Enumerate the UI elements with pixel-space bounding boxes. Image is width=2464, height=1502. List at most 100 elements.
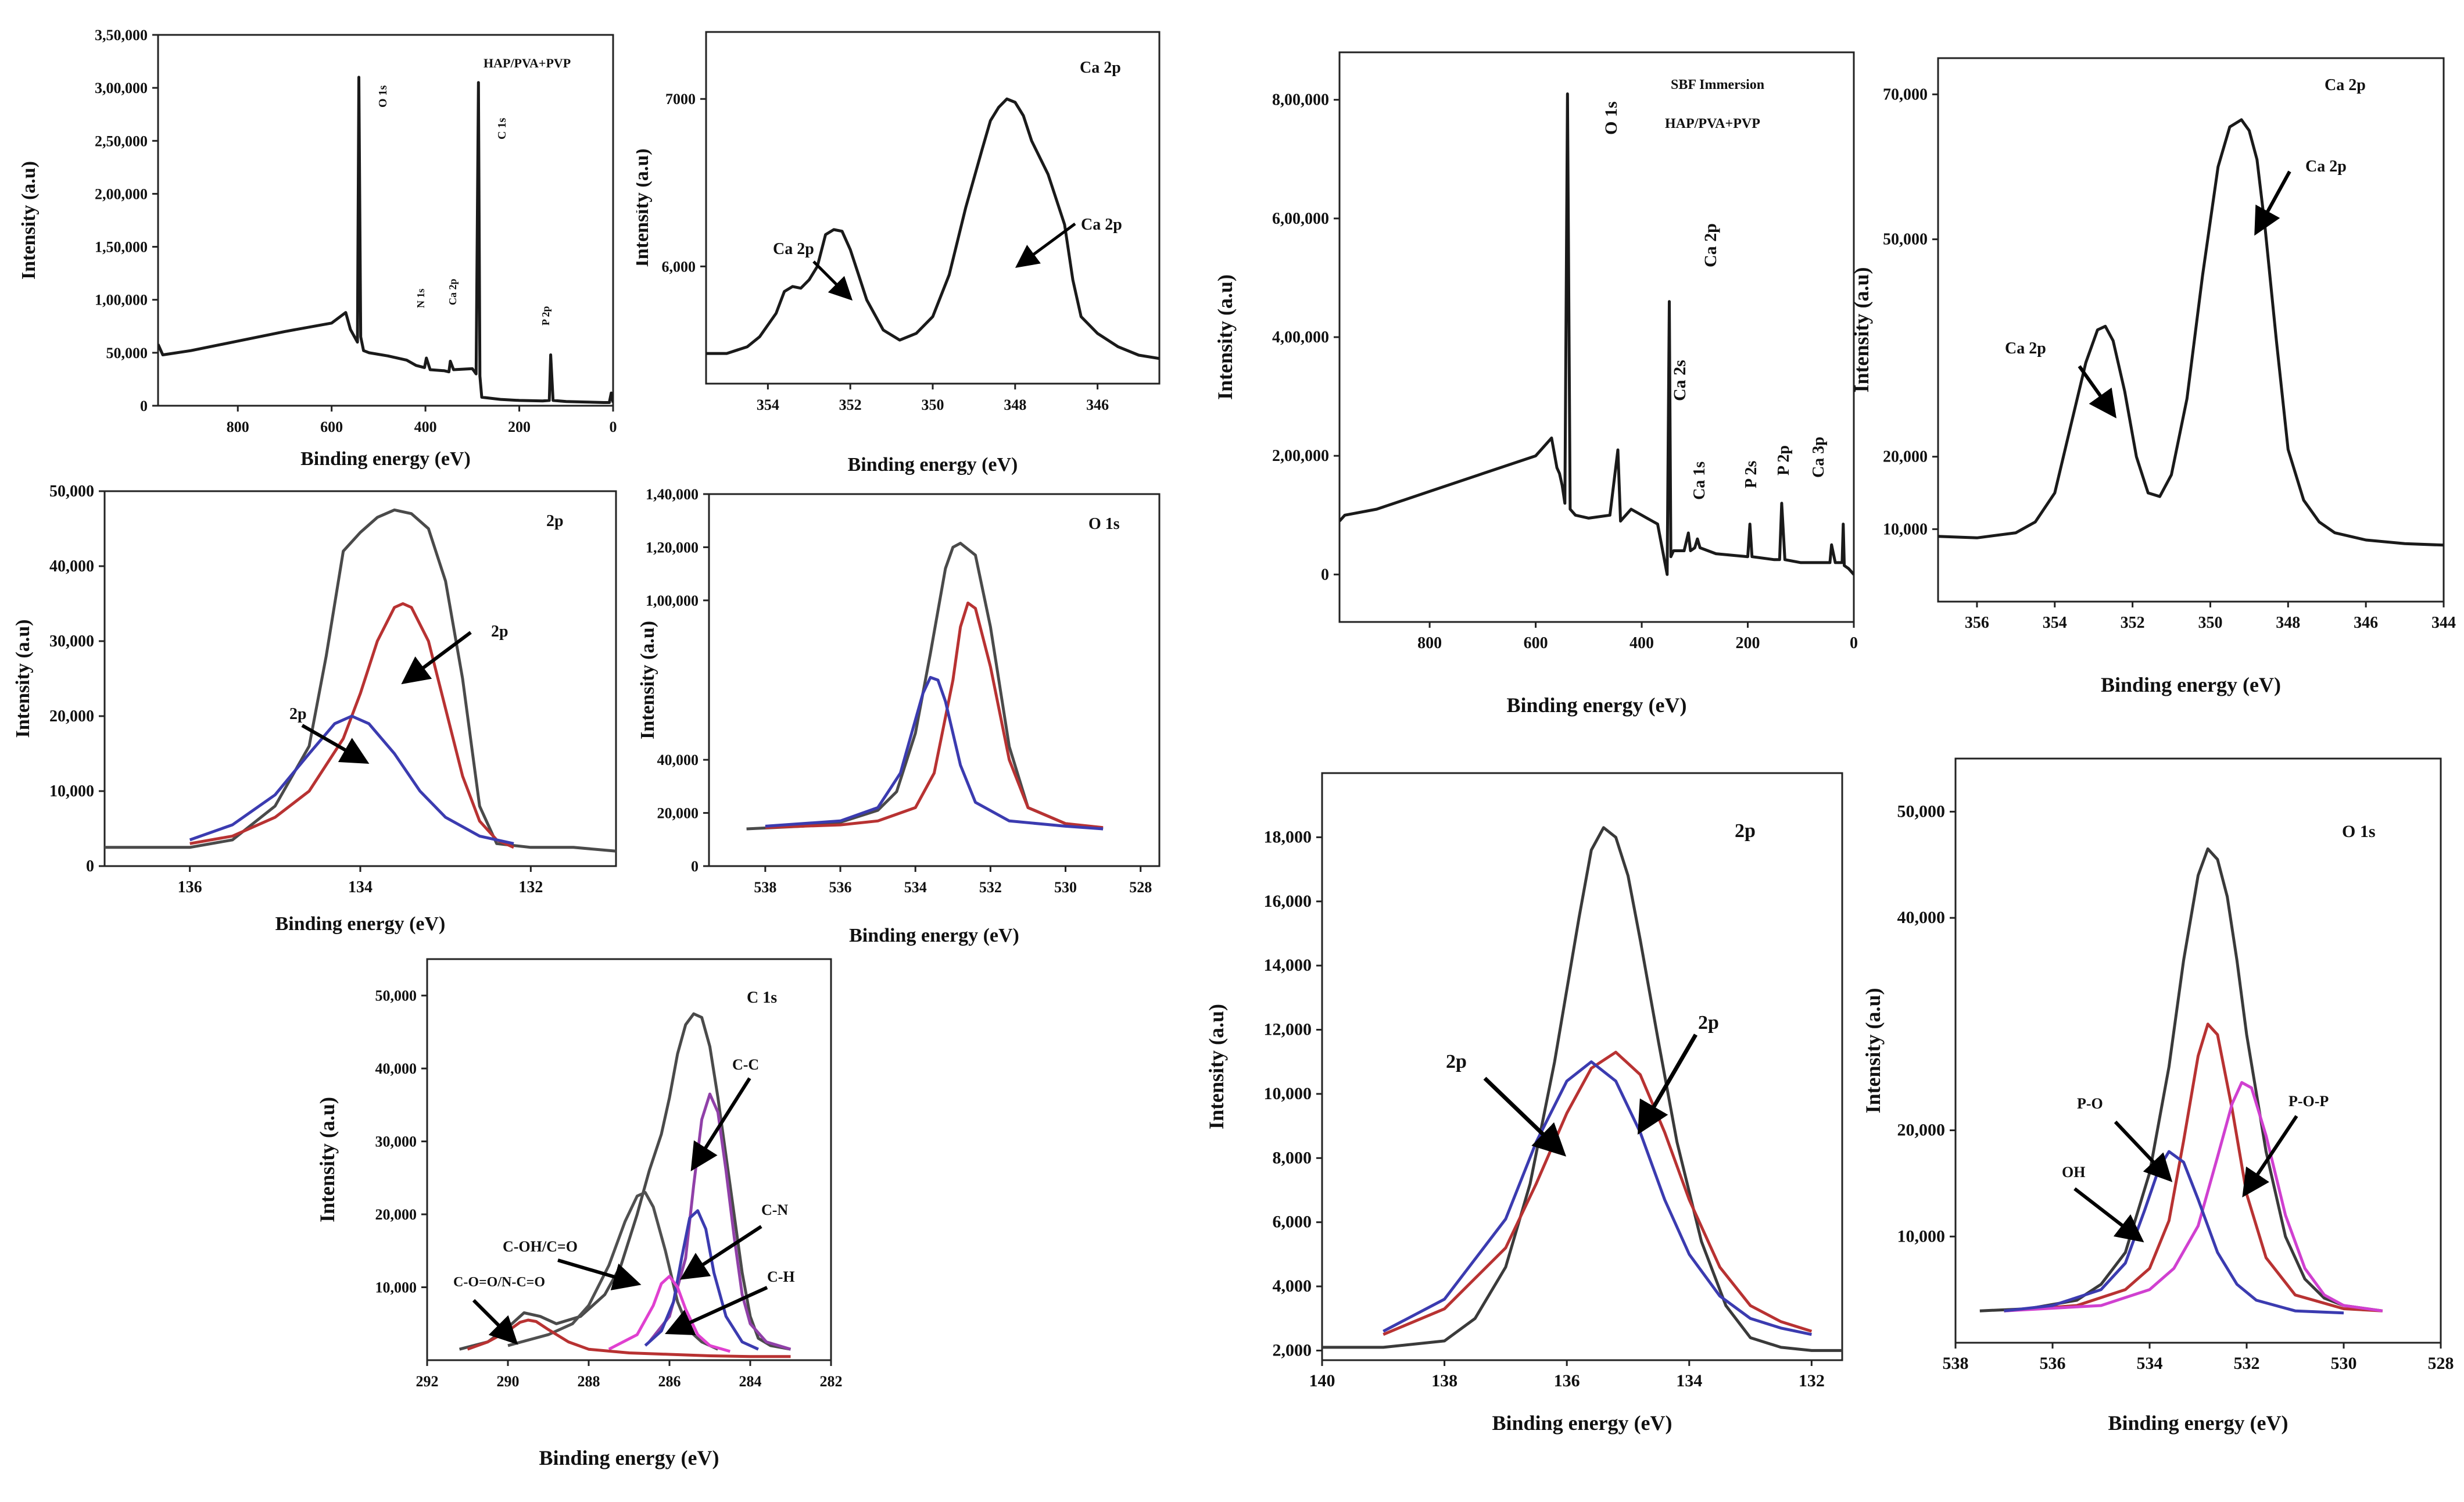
x-tick-label: 532 bbox=[2234, 1354, 2260, 1373]
y-axis-label: Intensity (a.u) bbox=[1213, 274, 1237, 400]
y-axis-label: Intensity (a.u) bbox=[18, 161, 40, 280]
arrow-p-o bbox=[2114, 1120, 2173, 1182]
x-tick-label: 134 bbox=[1676, 1371, 1702, 1390]
series-line-2p-b- bbox=[189, 714, 514, 845]
annotation-2p-blue: 2p bbox=[1446, 1051, 1467, 1072]
annotation-ca2p-left: Ca 2p bbox=[773, 240, 814, 258]
panel-c1s-hap: 292 290 288 286 284 282 10,000 20,000 30,000 40,0… bbox=[316, 958, 843, 1469]
x-tick-label: 344 bbox=[2431, 614, 2456, 632]
plot-i: 538 536 534 532 530 528 10,000 20,000 40,000 50,0… bbox=[1861, 757, 2454, 1435]
panel-ca2p-sbf: 356 354 352 350 348 346 344 10,000 20,000 50,000 7… bbox=[1850, 57, 2456, 696]
x-tick-label: 530 bbox=[1054, 879, 1077, 896]
x-axis-label: Binding energy (eV) bbox=[539, 1446, 719, 1469]
x-tick-label: 800 bbox=[227, 419, 249, 435]
plot-frame bbox=[708, 493, 1161, 867]
series-line-survey bbox=[1340, 92, 1854, 576]
annotation-ca2p-right: Ca 2p bbox=[2305, 158, 2347, 176]
annotation-2p-red: 2p bbox=[491, 623, 508, 641]
y-tick-label: 0 bbox=[1321, 566, 1329, 584]
x-tick-label: 350 bbox=[922, 396, 944, 413]
peak-label-ca1s: Ca 1s bbox=[1691, 462, 1709, 500]
arrow-ca2p-right bbox=[1015, 222, 1076, 268]
y-tick-label: 10,000 bbox=[49, 782, 94, 800]
chart-title: SBF Immersion bbox=[1671, 77, 1764, 92]
y-tick-label: 30,000 bbox=[49, 632, 94, 650]
x-axis-label: Binding energy (eV) bbox=[1492, 1411, 1672, 1435]
series-line-2p-a- bbox=[189, 602, 515, 849]
chart-title: HAP/PVA+PVP bbox=[484, 56, 571, 70]
x-tick-label: 288 bbox=[578, 1373, 600, 1390]
x-tick-label: 528 bbox=[1129, 879, 1152, 896]
plot-frame bbox=[103, 490, 617, 867]
peak-label-p2p: P 2p bbox=[540, 306, 551, 326]
peak-label-p2p: P 2p bbox=[1775, 445, 1793, 475]
annotation-c-oh: C-OH/C=O bbox=[503, 1238, 578, 1255]
x-tick-label: 354 bbox=[757, 396, 779, 413]
x-tick-label: 350 bbox=[2198, 614, 2222, 632]
arrow-2p-red bbox=[401, 631, 472, 685]
y-tick-label: 3,50,000 bbox=[95, 27, 148, 44]
y-axis-label: Intensity (a.u) bbox=[637, 621, 658, 739]
x-tick-label: 538 bbox=[1943, 1354, 1969, 1373]
x-axis-label: Binding energy (eV) bbox=[1507, 693, 1687, 717]
x-tick-label: 356 bbox=[1965, 614, 1989, 632]
plot-frame bbox=[1954, 757, 2442, 1344]
series-line-oh bbox=[2004, 1150, 2344, 1315]
series-line-ca-2p bbox=[1938, 118, 2444, 547]
x-tick-label: 136 bbox=[178, 878, 202, 896]
x-axis-label: Binding energy (eV) bbox=[848, 454, 1018, 475]
arrow-c-o-o bbox=[472, 1299, 518, 1345]
y-tick-label: 50,000 bbox=[106, 345, 148, 362]
y-axis-label: Intensity (a.u) bbox=[1861, 988, 1885, 1113]
series-line-2p-b- bbox=[1383, 1060, 1812, 1336]
x-tick-label: 536 bbox=[829, 879, 852, 896]
chart-title: O 1s bbox=[2342, 822, 2376, 841]
x-axis-label: Binding energy (eV) bbox=[300, 448, 471, 470]
y-tick-label: 20,000 bbox=[1883, 448, 1928, 466]
x-tick-label: 282 bbox=[820, 1373, 843, 1390]
plot-frame bbox=[426, 958, 832, 1361]
x-axis-label: Binding energy (eV) bbox=[2101, 673, 2281, 696]
plot-f: 800 600 400 200 0 0 2,00,000 4,00,000 6,00,000 8,… bbox=[1213, 51, 1858, 717]
x-tick-label: 528 bbox=[2428, 1354, 2454, 1373]
series-line-c-h bbox=[608, 1275, 730, 1353]
y-tick-label: 2,00,000 bbox=[95, 185, 148, 202]
peak-label-o1s: O 1s bbox=[1602, 101, 1621, 135]
y-axis-label: Intensity (a.u) bbox=[636, 148, 653, 267]
annotation-c-o-o: C-O=O/N-C=O bbox=[453, 1275, 545, 1290]
y-tick-label: 0 bbox=[140, 398, 148, 414]
x-tick-label: 284 bbox=[739, 1373, 762, 1390]
series-line-survey bbox=[158, 76, 613, 404]
annotation-oh: OH bbox=[2062, 1164, 2085, 1181]
y-tick-label: 40,000 bbox=[1897, 908, 1946, 927]
arrow-c-oh bbox=[557, 1258, 642, 1290]
x-tick-label: 0 bbox=[1850, 634, 1858, 652]
x-tick-label: 346 bbox=[2354, 614, 2378, 632]
panel-p2p-hap: 136 134 132 0 10,000 20,000 30,000 40,000 50,000… bbox=[12, 482, 617, 935]
series-line-ca-2p bbox=[706, 97, 1159, 360]
y-tick-label: 1,40,000 bbox=[646, 486, 699, 503]
x-tick-label: 138 bbox=[1431, 1371, 1457, 1390]
x-tick-label: 536 bbox=[2040, 1354, 2066, 1373]
y-axis-label: Intensity (a.u) bbox=[316, 1097, 339, 1222]
x-tick-label: 538 bbox=[754, 879, 776, 896]
series-line-envelope bbox=[1979, 847, 2383, 1313]
x-tick-label: 136 bbox=[1554, 1371, 1580, 1390]
y-tick-label: 40,000 bbox=[657, 752, 699, 768]
chart-title: Ca 2p bbox=[1080, 59, 1121, 77]
arrow-ca2p-right bbox=[2254, 170, 2291, 236]
plot-h: 140 138 136 134 132 2,000 4,000 6,000 8,000 10,00… bbox=[1205, 772, 1843, 1435]
x-tick-label: 600 bbox=[1524, 634, 1548, 652]
y-tick-label: 40,000 bbox=[49, 557, 94, 575]
chart-title: 2p bbox=[546, 512, 564, 530]
plot-b: 354 352 350 348 346 6,000 7000 Binding energy (… bbox=[636, 31, 1161, 475]
y-tick-label: 70,000 bbox=[1883, 85, 1928, 103]
y-axis-label: Intensity (a.u) bbox=[12, 619, 34, 738]
arrow-2p-blue bbox=[301, 724, 370, 764]
plot-frame bbox=[157, 34, 614, 407]
chart-title: C 1s bbox=[747, 989, 777, 1007]
y-axis-label: Intensity (a.u) bbox=[1205, 1004, 1228, 1129]
arrow-2p-blue bbox=[1483, 1077, 1567, 1157]
y-tick-label: 1,00,000 bbox=[646, 592, 699, 609]
